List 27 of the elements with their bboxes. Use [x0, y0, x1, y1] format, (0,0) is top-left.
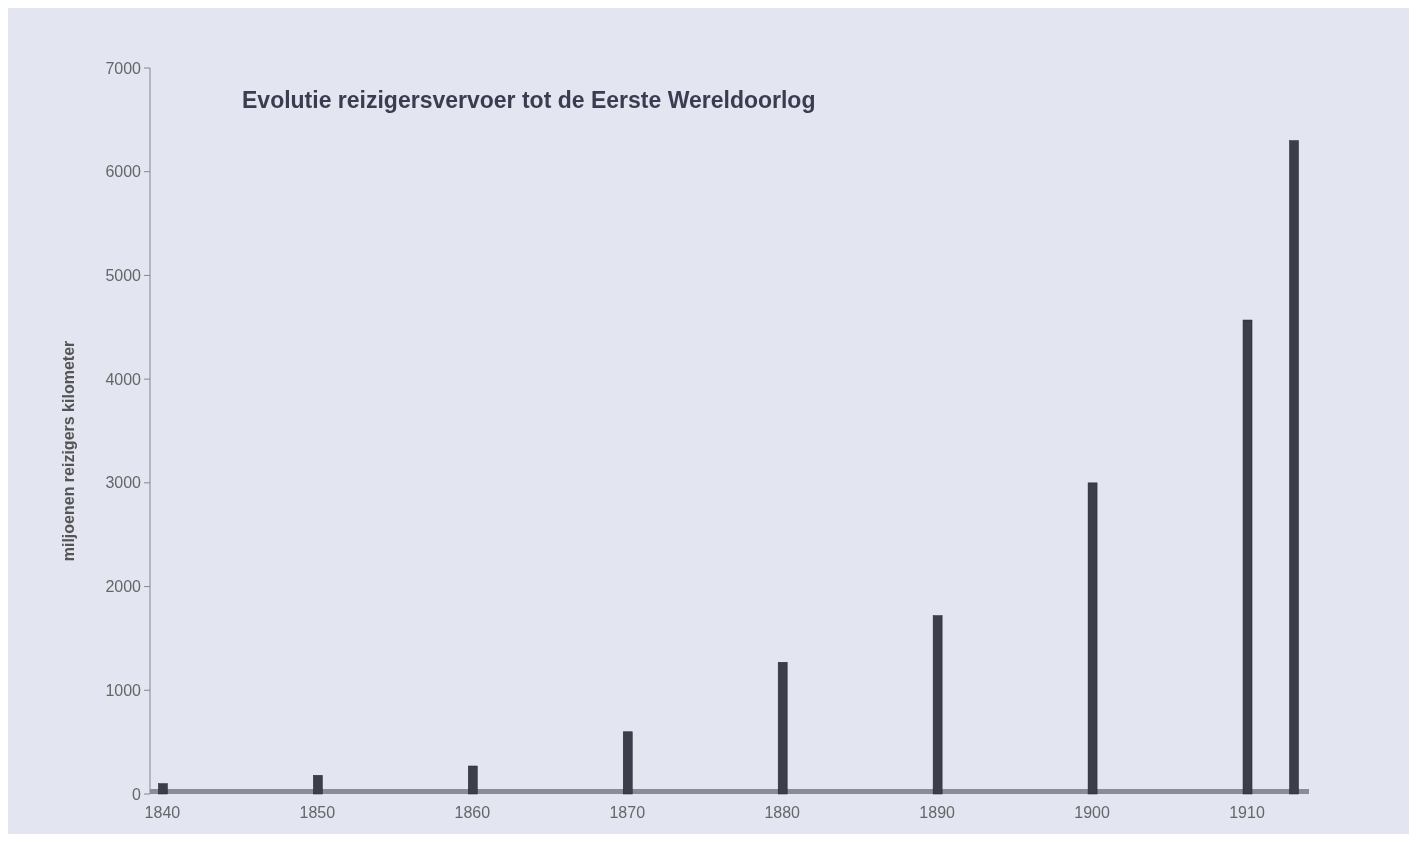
x-tick-label: 1910: [1229, 804, 1265, 821]
x-tick-label: 1860: [454, 804, 491, 821]
bar: [1289, 140, 1299, 795]
x-tick-label: 1900: [1074, 804, 1110, 821]
x-tick-label: 1880: [764, 804, 801, 821]
y-tick-label: 3000: [105, 474, 142, 492]
y-tick-label: 0: [132, 785, 142, 803]
bar: [1242, 319, 1253, 795]
x-tick-label: 1850: [299, 804, 336, 821]
y-tick-label: 2000: [105, 578, 142, 596]
bar: [777, 662, 788, 795]
bar: [313, 775, 323, 795]
y-tick-label: 7000: [105, 59, 142, 77]
text: Evolutie reizigersvervoer tot de Eerste Wereldoorlog: [242, 87, 816, 113]
y-tick-label: 4000: [105, 370, 142, 388]
bar: [1087, 482, 1098, 795]
y-axis-title: miljoenen reizigers kilometer: [60, 340, 77, 562]
bar: [622, 731, 633, 795]
y-tick-label: 1000: [105, 681, 142, 699]
x-tick-label: 1870: [609, 804, 646, 821]
bar: [158, 783, 168, 795]
x-tick-label: 1890: [919, 804, 956, 821]
y-tick-label: 6000: [105, 163, 142, 181]
y-tick-label: 5000: [105, 267, 142, 285]
x-tick-label: 1840: [144, 804, 181, 821]
bar: [468, 765, 478, 795]
bar: [932, 615, 943, 795]
